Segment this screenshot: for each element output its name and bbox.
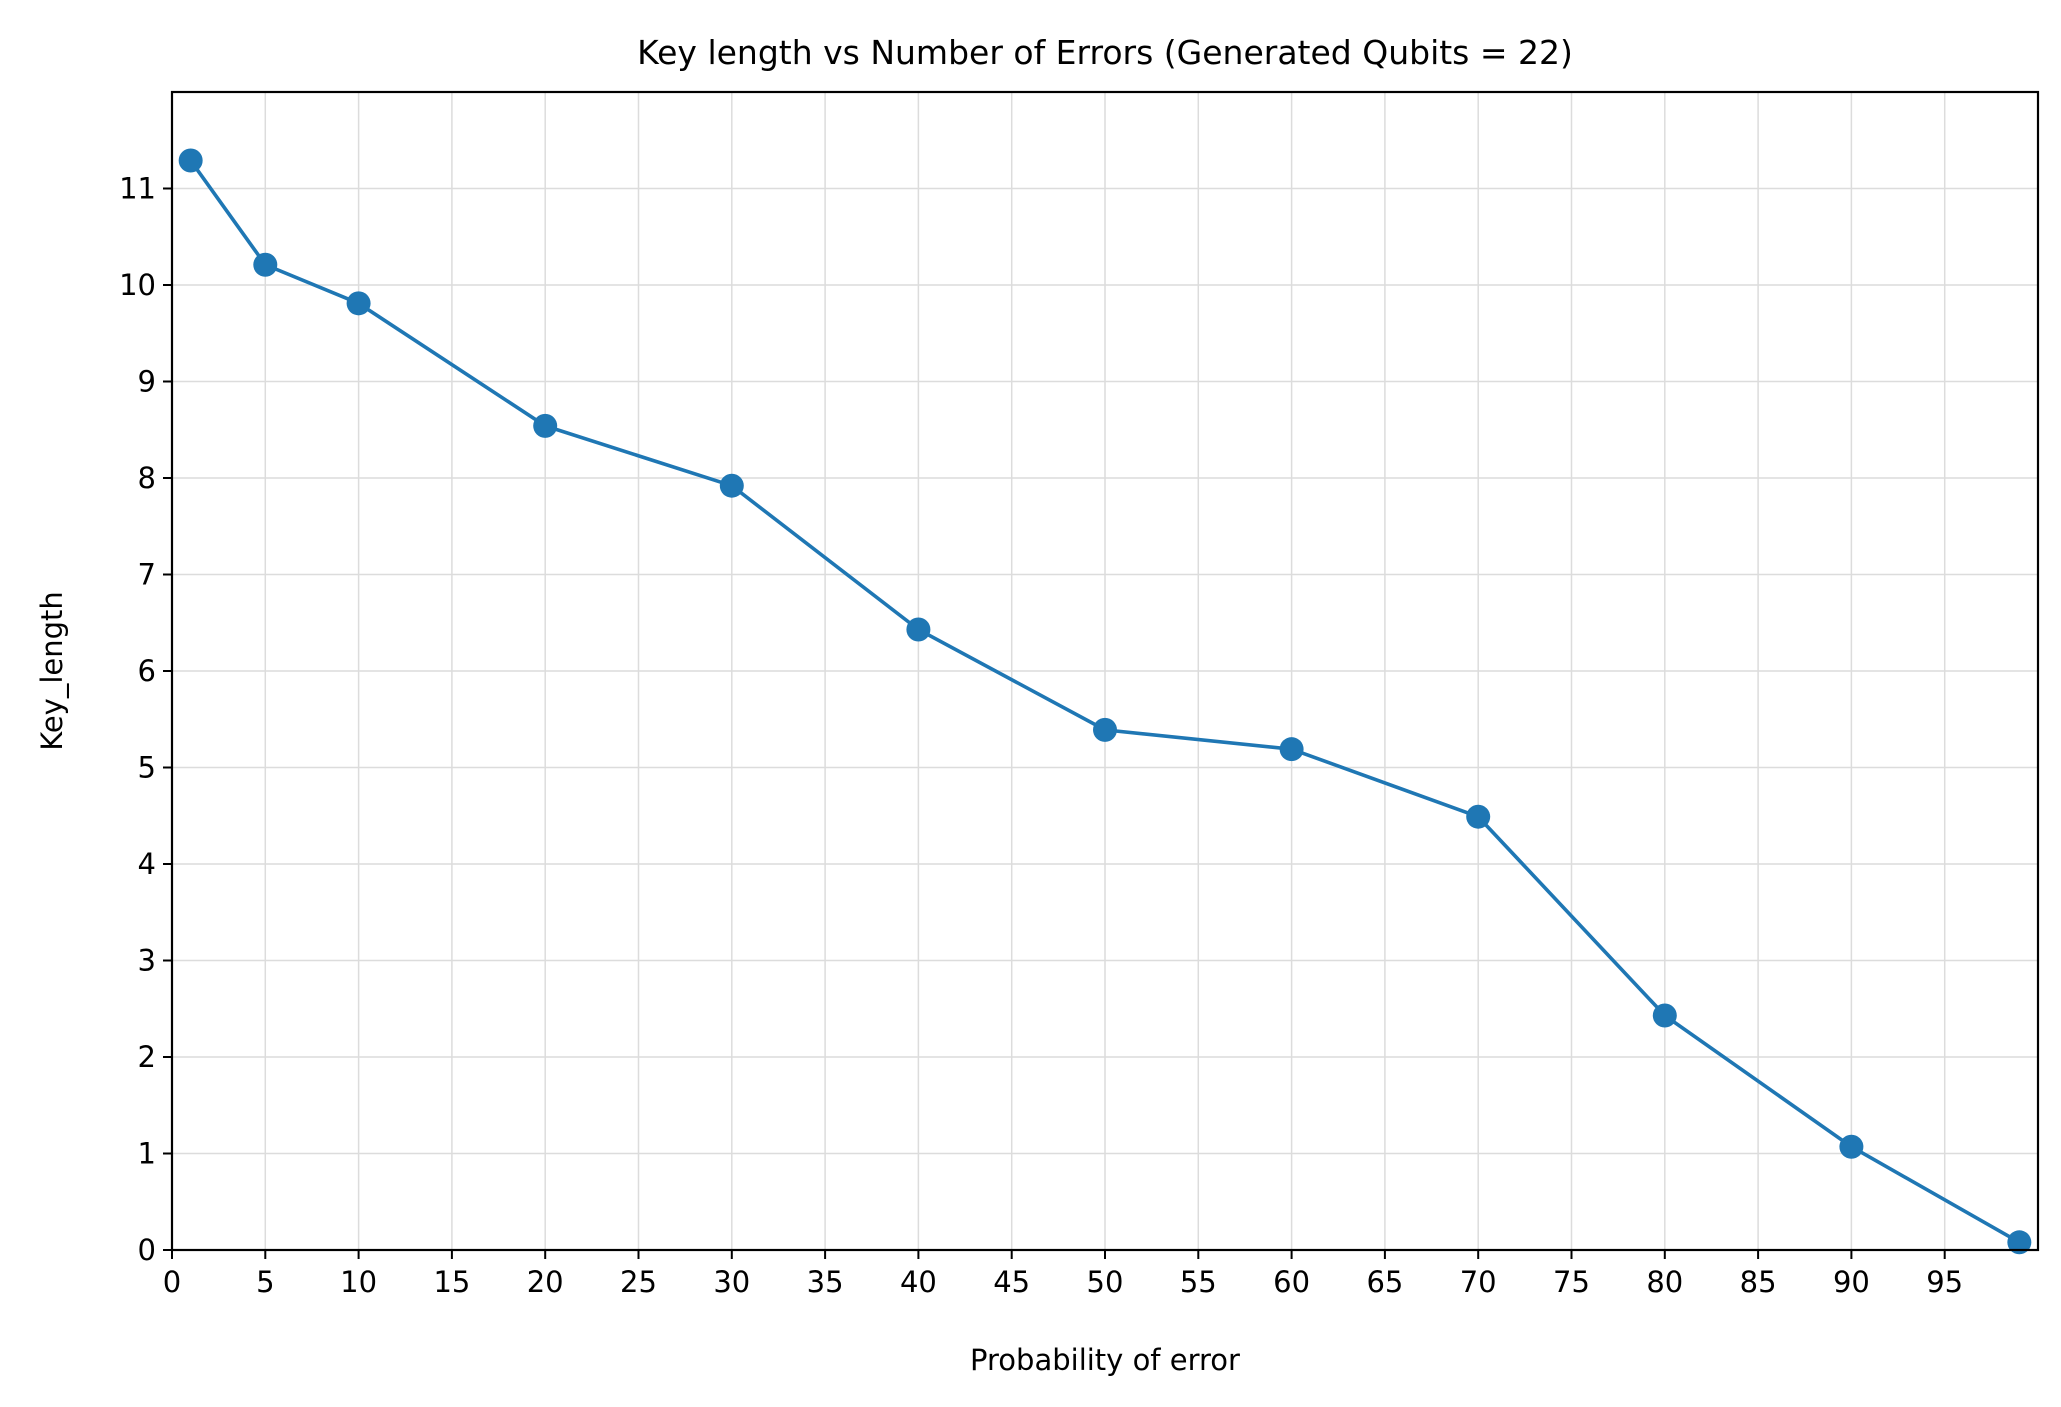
y-tick-label: 1 xyxy=(138,1137,156,1171)
y-tick-label: 4 xyxy=(138,847,156,881)
data-point xyxy=(906,617,931,642)
data-point xyxy=(1839,1134,1864,1159)
data-point xyxy=(1466,804,1491,829)
x-tick-label: 40 xyxy=(900,1265,937,1299)
y-tick-label: 7 xyxy=(138,558,156,592)
series-line xyxy=(188,158,2022,1245)
data-point xyxy=(346,291,371,316)
x-tick-label: 95 xyxy=(1926,1265,1963,1299)
x-tick-label: 5 xyxy=(256,1265,274,1299)
x-tick-label: 35 xyxy=(807,1265,844,1299)
chart-title: Key length vs Number of Errors (Generate… xyxy=(637,33,1573,72)
ticks: 0 5 10 15 20 25 30 35 40 45 50 55 60 65 70 75 80 85 90 9501… xyxy=(119,172,1963,1300)
y-tick-label: 6 xyxy=(138,654,156,688)
x-tick-label: 65 xyxy=(1366,1265,1403,1299)
y-tick-label: 11 xyxy=(119,172,156,206)
x-tick-label: 10 xyxy=(340,1265,377,1299)
y-tick-label: 2 xyxy=(138,1040,156,1074)
data-point xyxy=(178,148,203,173)
y-tick-label: 5 xyxy=(138,751,156,785)
x-tick-label: 15 xyxy=(433,1265,470,1299)
x-tick-label: 25 xyxy=(620,1265,657,1299)
y-tick-label: 9 xyxy=(138,365,156,399)
y-tick-label: 8 xyxy=(138,461,156,495)
data-point xyxy=(1279,737,1304,762)
y-tick-label: 0 xyxy=(138,1233,156,1267)
data-point xyxy=(253,252,278,277)
grid xyxy=(171,92,2038,1251)
data-point xyxy=(1093,717,1117,742)
series-layer xyxy=(178,148,2032,1255)
x-tick-label: 90 xyxy=(1833,1265,1870,1299)
x-tick-label: 45 xyxy=(993,1265,1030,1299)
data-point xyxy=(2007,1230,2032,1255)
data-point xyxy=(1652,1003,1677,1028)
x-tick-label: 60 xyxy=(1273,1265,1310,1299)
x-tick-label: 75 xyxy=(1553,1265,1590,1299)
x-tick-label: 55 xyxy=(1180,1265,1217,1299)
x-tick-label: 0 xyxy=(163,1265,181,1299)
x-tick-label: 80 xyxy=(1646,1265,1683,1299)
y-tick-label: 3 xyxy=(138,944,156,978)
x-axis-label: Probability of error xyxy=(970,1343,1240,1377)
x-tick-label: 20 xyxy=(527,1265,564,1299)
x-tick-label: 50 xyxy=(1087,1265,1124,1299)
y-tick-label: 10 xyxy=(119,268,156,302)
x-tick-label: 30 xyxy=(713,1265,750,1299)
x-tick-label: 70 xyxy=(1460,1265,1497,1299)
y-axis-label: Key_length xyxy=(35,591,69,751)
data-point xyxy=(719,473,744,498)
data-point xyxy=(533,413,558,438)
x-tick-label: 85 xyxy=(1740,1265,1777,1299)
